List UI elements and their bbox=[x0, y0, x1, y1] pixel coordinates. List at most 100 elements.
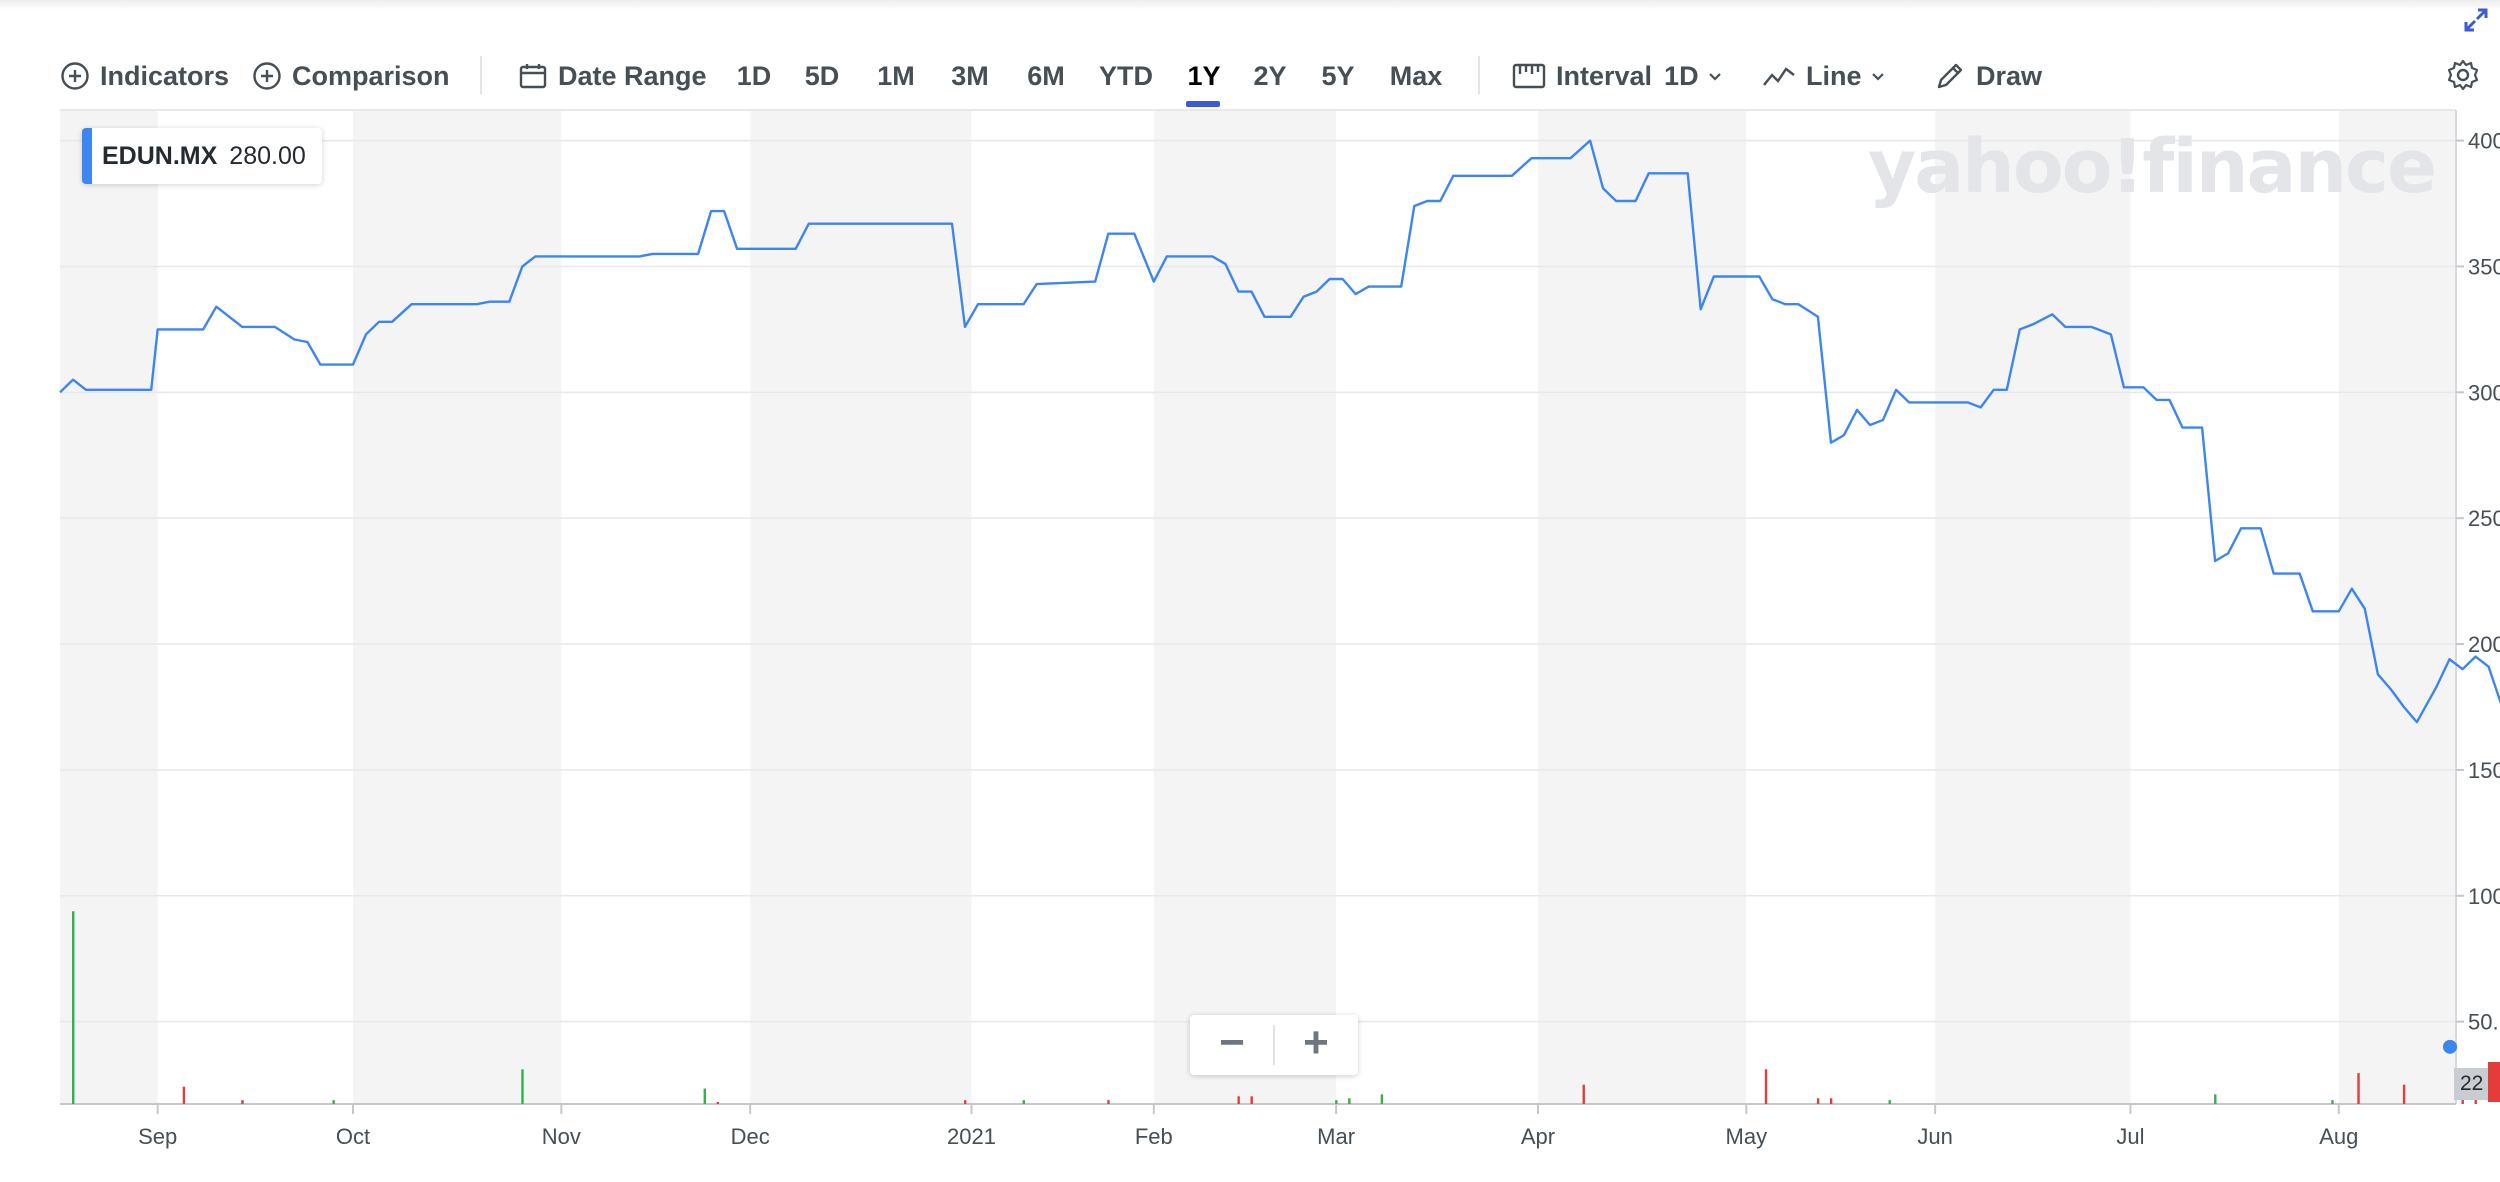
x-tick-label: Nov bbox=[542, 1124, 581, 1149]
zoom-out-button[interactable]: − bbox=[1219, 1018, 1245, 1067]
x-tick-label: Oct bbox=[336, 1124, 370, 1149]
date-range-label: Date Range bbox=[558, 60, 707, 91]
indicators-button[interactable]: Indicators bbox=[60, 48, 229, 104]
y-tick-label: 200 bbox=[2468, 632, 2500, 657]
range-button-max[interactable]: Max bbox=[1389, 61, 1443, 91]
volume-bar bbox=[2214, 1094, 2217, 1104]
volume-bar bbox=[716, 1102, 719, 1104]
volume-bar bbox=[521, 1069, 524, 1104]
volume-bar bbox=[2331, 1100, 2334, 1104]
toolbar-divider bbox=[1478, 56, 1480, 94]
y-axis-ticks: 50. 100 150 200 250 300 350 400 bbox=[2456, 129, 2500, 1035]
x-tick-label: Feb bbox=[1135, 1124, 1173, 1149]
expand-icon[interactable] bbox=[2462, 6, 2490, 34]
range-button-ytd[interactable]: YTD bbox=[1099, 61, 1153, 91]
x-tick-label: Jul bbox=[2116, 1124, 2144, 1149]
volume-bar bbox=[241, 1100, 244, 1104]
interval-value: 1D bbox=[1664, 60, 1699, 91]
range-button-2y[interactable]: 2Y bbox=[1253, 61, 1287, 91]
x-tick-label: Aug bbox=[2319, 1124, 2358, 1149]
y-tick-label: 100 bbox=[2468, 884, 2500, 909]
volume-bar bbox=[1816, 1098, 1820, 1104]
volume-bar bbox=[72, 911, 75, 1104]
month-band bbox=[60, 110, 158, 1104]
month-band bbox=[1935, 110, 2131, 1104]
comparison-label: Comparison bbox=[292, 60, 450, 91]
volume-bar bbox=[1888, 1100, 1891, 1104]
zoom-in-button[interactable]: + bbox=[1303, 1018, 1329, 1067]
y-tick-label: 350 bbox=[2468, 254, 2500, 279]
plus-circle-icon bbox=[253, 62, 281, 90]
volume-bar bbox=[1764, 1069, 1768, 1104]
chart-toolbar: Indicators Comparison Date Range 1D 5D 1M 3… bbox=[0, 48, 2500, 107]
volume-bar bbox=[2357, 1073, 2360, 1104]
line-chart-icon bbox=[1763, 67, 1795, 86]
month-bands bbox=[60, 110, 2456, 1104]
volume-bar bbox=[1022, 1100, 1026, 1104]
zoom-divider bbox=[1273, 1025, 1275, 1065]
y-tick-label: 400 bbox=[2468, 129, 2500, 154]
y-tick-label: 50. bbox=[2468, 1010, 2499, 1035]
plus-circle-icon bbox=[61, 62, 89, 90]
x-tick-label: 2021 bbox=[947, 1124, 996, 1149]
range-button-5y[interactable]: 5Y bbox=[1321, 61, 1355, 91]
ruler-icon bbox=[1512, 63, 1546, 89]
interval-button[interactable]: Interval 1D bbox=[1512, 48, 1725, 104]
calendar-icon bbox=[519, 64, 547, 89]
volume-bar bbox=[1237, 1096, 1240, 1104]
current-price-tag: 22 bbox=[2454, 1068, 2500, 1100]
range-button-1d[interactable]: 1D bbox=[736, 61, 772, 91]
volume-bar bbox=[703, 1088, 706, 1104]
range-button-1y[interactable]: 1Y bbox=[1187, 61, 1221, 91]
pencil-icon bbox=[1937, 63, 1963, 89]
draw-button[interactable]: Draw bbox=[1934, 48, 2042, 104]
yahoo-finance-watermark: yahoo!finance bbox=[1868, 124, 2437, 210]
x-tick-label: Dec bbox=[731, 1124, 770, 1149]
volume-bar bbox=[332, 1100, 335, 1104]
range-button-3m[interactable]: 3M bbox=[951, 61, 989, 91]
interval-label: Interval bbox=[1556, 60, 1653, 91]
y-tick-label: 300 bbox=[2468, 380, 2500, 405]
x-axis-ticks: Sep Oct Nov Dec 2021 Feb Mar Apr May Jun Jul Aug bbox=[138, 1104, 2358, 1149]
volume-bar bbox=[1380, 1094, 1384, 1104]
month-band bbox=[2338, 110, 2456, 1104]
x-tick-label: Mar bbox=[1317, 1124, 1355, 1149]
last-price-dot bbox=[2443, 1039, 2457, 1054]
month-band bbox=[1537, 110, 1747, 1104]
volume-bar bbox=[1250, 1096, 1253, 1104]
comparison-button[interactable]: Comparison bbox=[252, 48, 450, 104]
active-range-underline bbox=[1186, 101, 1220, 107]
volume-bar bbox=[1829, 1098, 1833, 1104]
volume-bar bbox=[182, 1086, 186, 1104]
month-band bbox=[750, 110, 972, 1104]
chevron-down-icon bbox=[1871, 73, 1884, 81]
x-tick-label: Apr bbox=[1521, 1124, 1555, 1149]
range-button-5d[interactable]: 5D bbox=[804, 61, 840, 91]
legend-symbol: EDUN.MX bbox=[102, 141, 218, 170]
month-band bbox=[1153, 110, 1337, 1104]
price-line bbox=[59, 139, 2500, 724]
current-price-tag-marker bbox=[2488, 1062, 2500, 1102]
x-tick-label: Sep bbox=[138, 1124, 177, 1149]
volume-bar bbox=[964, 1100, 967, 1104]
chart-type-label: Line bbox=[1806, 60, 1862, 91]
y-tick-label: 150 bbox=[2468, 758, 2500, 783]
legend-value: 280.00 bbox=[229, 141, 306, 170]
volume-bar bbox=[1107, 1100, 1110, 1104]
y-tick-label: 250 bbox=[2468, 506, 2500, 531]
month-band bbox=[352, 110, 562, 1104]
indicators-label: Indicators bbox=[100, 60, 230, 91]
range-button-6m[interactable]: 6M bbox=[1027, 61, 1065, 91]
top-edge-shadow bbox=[0, 0, 2500, 10]
range-button-1m[interactable]: 1M bbox=[877, 61, 915, 91]
x-tick-label: May bbox=[1726, 1124, 1768, 1149]
date-range-button[interactable]: Date Range bbox=[518, 48, 707, 104]
zoom-controls: − + bbox=[1190, 1015, 1358, 1075]
gear-icon[interactable] bbox=[2446, 58, 2480, 92]
chart-type-button[interactable]: Line bbox=[1762, 48, 1888, 104]
volume-bar bbox=[2402, 1084, 2406, 1104]
volume-bar bbox=[1582, 1084, 1585, 1104]
symbol-legend[interactable]: EDUN.MX 280.00 bbox=[82, 128, 322, 184]
chevron-down-icon bbox=[1708, 73, 1721, 81]
